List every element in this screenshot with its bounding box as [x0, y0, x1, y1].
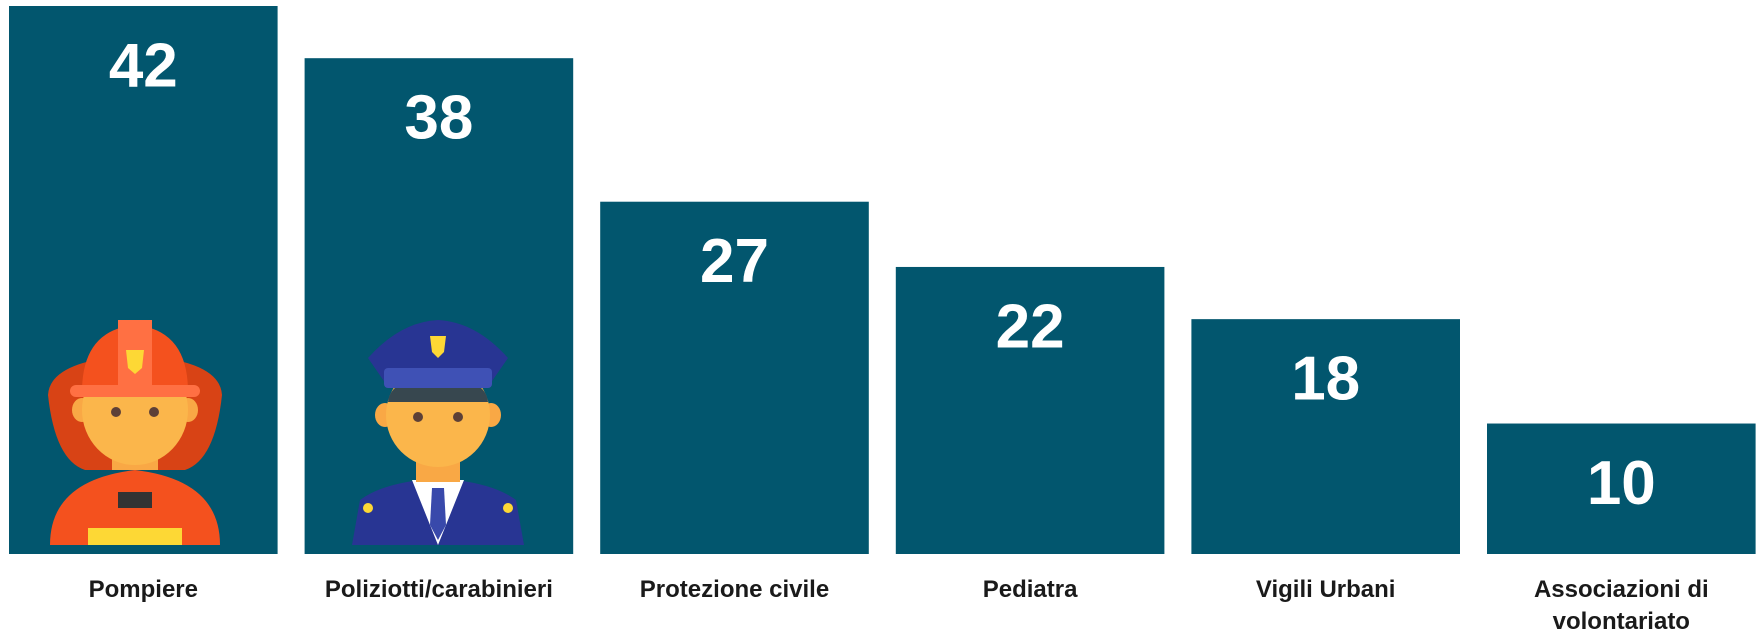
value-labels: 42 38 27 22 18 10	[109, 31, 1656, 518]
bar	[600, 201, 869, 554]
value-label: 10	[1587, 449, 1656, 518]
value-label: 42	[109, 31, 178, 100]
bar	[1487, 423, 1756, 554]
firefighter-icon	[48, 320, 222, 545]
value-label: 18	[1291, 345, 1360, 414]
value-label: 27	[700, 227, 769, 296]
value-label: 22	[996, 292, 1065, 361]
icons	[48, 320, 524, 545]
bar	[1191, 319, 1460, 554]
category-label: Poliziotti/carabinieri	[324, 576, 553, 603]
bars	[9, 6, 1756, 554]
bar	[895, 266, 1165, 554]
value-label: 38	[404, 84, 473, 153]
category-label: Pediatra	[982, 576, 1078, 603]
category-label: Vigili Urbani	[1255, 576, 1396, 603]
category-label: Associazioni di volontariato	[1533, 576, 1709, 635]
police-icon	[352, 320, 524, 545]
category-label: Pompiere	[88, 576, 198, 603]
category-label: Protezione civile	[639, 576, 830, 603]
